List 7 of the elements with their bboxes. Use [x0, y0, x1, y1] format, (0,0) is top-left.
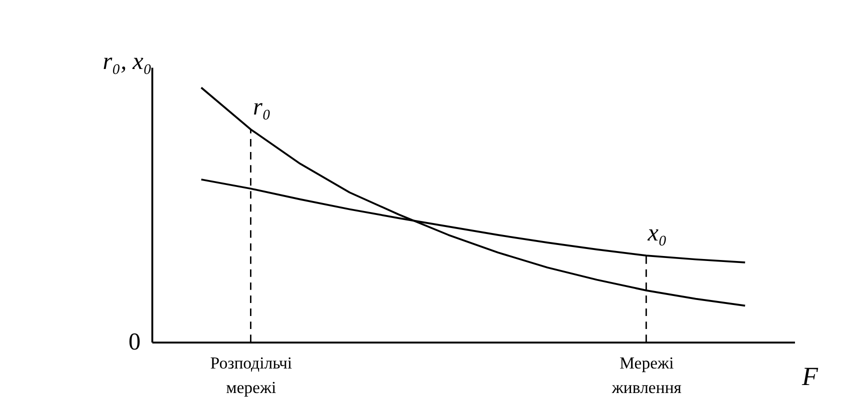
series-label: x₀ — [646, 220, 667, 247]
y-axis-title: r₀, x₀ — [102, 48, 152, 76]
text: 0 — [128, 328, 141, 356]
series-label: r₀ — [252, 93, 271, 120]
x-tick-label: Розподільчі мережі — [210, 354, 292, 397]
x-tick-label: Мережі живлення — [610, 354, 682, 397]
x-axis-title: F — [800, 362, 819, 391]
